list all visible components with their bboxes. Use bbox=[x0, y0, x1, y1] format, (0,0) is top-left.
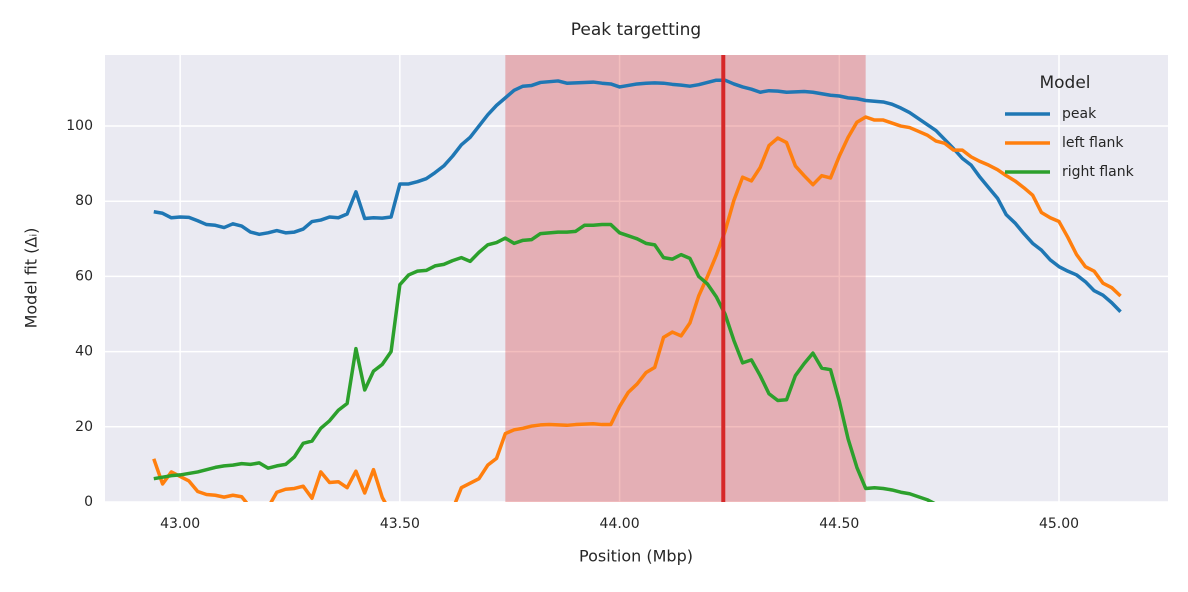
x-tick-label: 43.00 bbox=[160, 516, 200, 532]
x-tick-label: 44.50 bbox=[819, 516, 859, 532]
series-line bbox=[152, 115, 1122, 502]
x-tick-label: 44.00 bbox=[600, 516, 640, 532]
x-tick-label: 43.50 bbox=[380, 516, 420, 532]
grid bbox=[105, 55, 1168, 503]
legend-label: right flank bbox=[1062, 164, 1135, 180]
y-tick-label: 0 bbox=[84, 494, 93, 510]
y-axis-label: Model fit (Δᵢ) bbox=[22, 228, 41, 329]
legend: Model peak left flank right flank bbox=[1005, 73, 1135, 180]
chart-title: Peak targetting bbox=[571, 20, 701, 40]
ticks: 0 20 40 60 80 100 43.00 43.50 44.00 44.50 45.00 bbox=[66, 118, 1079, 532]
y-tick-label: 40 bbox=[75, 344, 93, 360]
y-tick-label: 80 bbox=[75, 193, 93, 209]
legend-label: peak bbox=[1062, 106, 1097, 122]
highlight-span bbox=[505, 55, 866, 502]
legend-label: left flank bbox=[1062, 135, 1124, 151]
series-line bbox=[153, 222, 936, 502]
y-tick-label: 100 bbox=[66, 118, 93, 134]
plot-area bbox=[152, 55, 1122, 502]
x-axis-label: Position (Mbp) bbox=[579, 547, 693, 566]
y-tick-label: 60 bbox=[75, 268, 93, 284]
y-tick-label: 20 bbox=[75, 419, 93, 435]
x-tick-label: 45.00 bbox=[1039, 516, 1079, 532]
series-line bbox=[153, 78, 1122, 313]
legend-title: Model bbox=[1039, 73, 1090, 93]
